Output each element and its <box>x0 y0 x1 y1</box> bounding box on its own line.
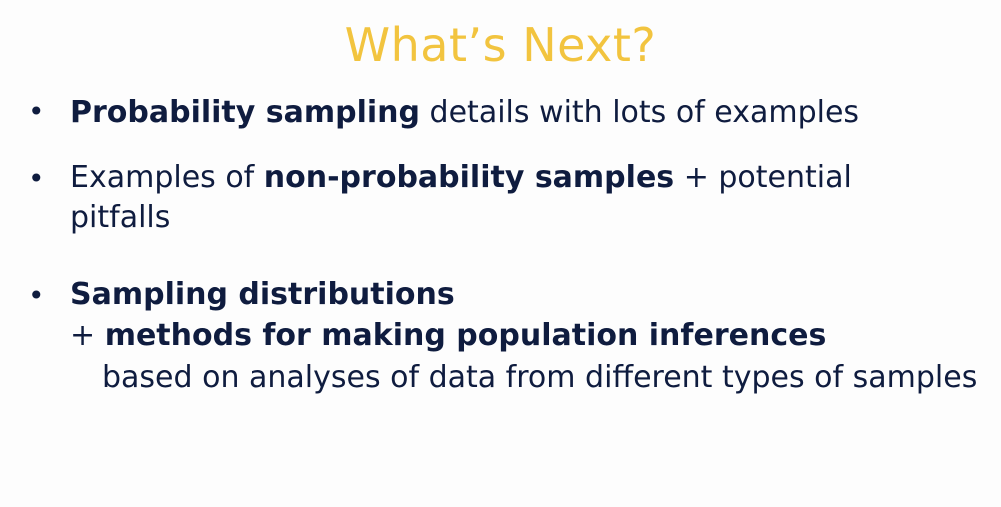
bullet-3-line-1: Sampling distributions <box>70 277 455 312</box>
bullet-3-bold: methods for making population inferences <box>104 318 827 353</box>
bullet-3-line-3: based on analyses of data from different… <box>102 360 978 395</box>
bullet-1-line-1: Probability sampling details with lots o… <box>70 95 859 130</box>
bullet-2-line-1: Examples of non-probability samples + po… <box>70 160 852 195</box>
bullet-3-pre: + <box>70 318 105 353</box>
bullet-point-icon: • <box>28 279 45 312</box>
bullet-2-rest: + potential <box>674 160 852 195</box>
bullet-2-line-2: pitfalls <box>70 200 171 235</box>
bullet-point-icon: • <box>28 95 45 128</box>
bullet-2-pre: Examples of <box>70 160 264 195</box>
bullet-2-bold: non-probability samples <box>263 160 675 195</box>
bullet-point-icon: • <box>28 162 45 195</box>
bullet-1-bold: Probability sampling <box>70 95 421 130</box>
slide-title: What’s Next? <box>344 18 657 72</box>
bullet-1-rest: details with lots of examples <box>420 95 860 130</box>
bullet-3-line-2: + methods for making population inferenc… <box>70 318 826 353</box>
